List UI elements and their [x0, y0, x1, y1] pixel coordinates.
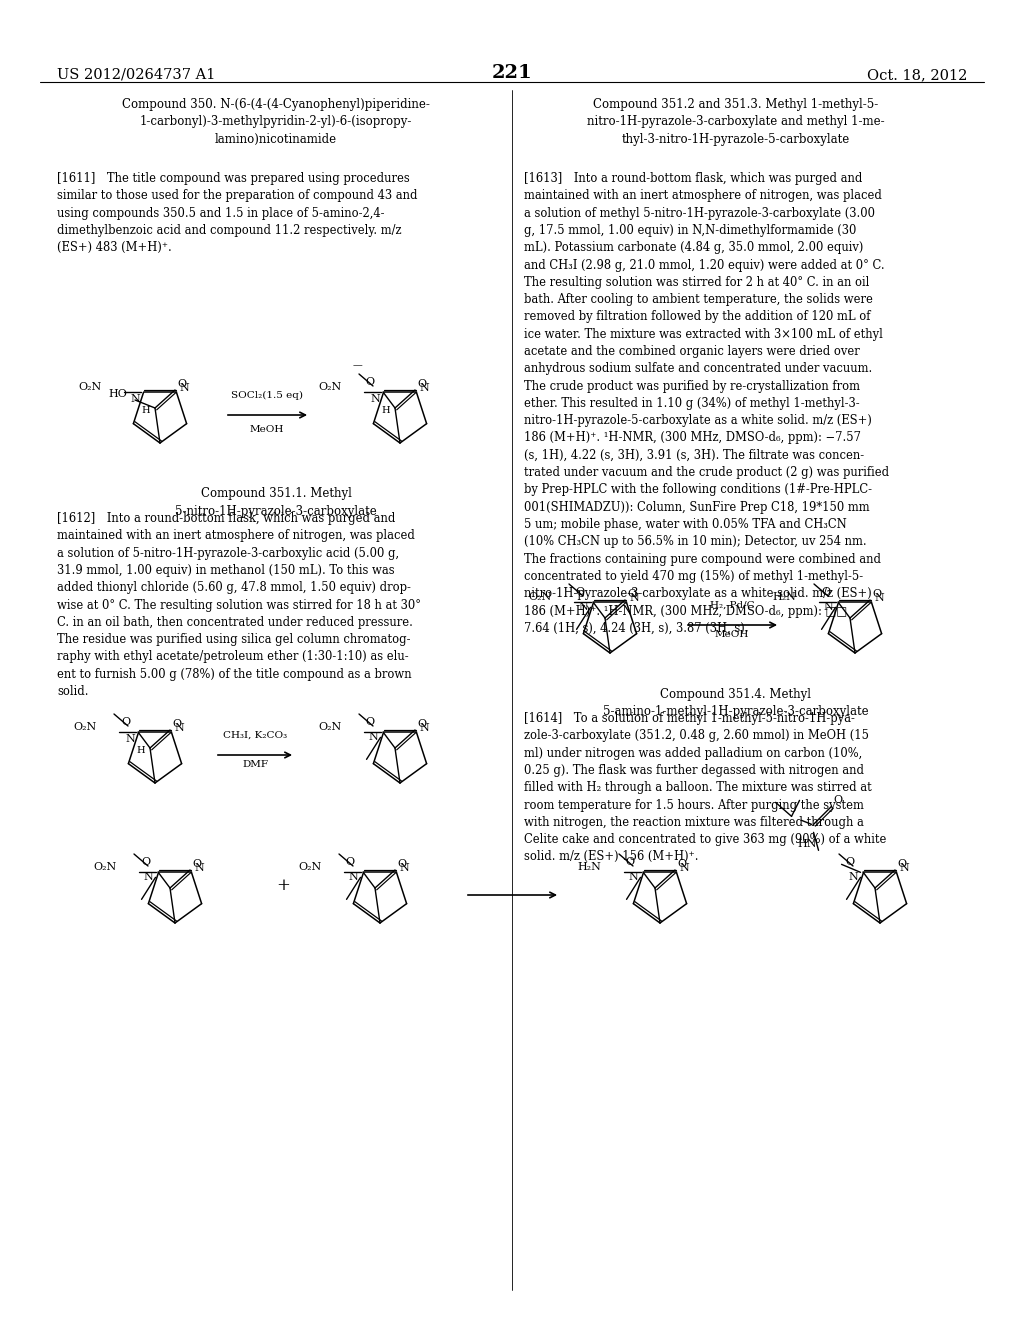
Text: MeOH: MeOH	[715, 630, 750, 639]
Text: O: O	[366, 378, 375, 387]
Text: H₂N: H₂N	[773, 593, 797, 602]
Text: SOCl₂(1.5 eq): SOCl₂(1.5 eq)	[231, 391, 303, 400]
Text: O: O	[346, 857, 355, 867]
Text: O₂N: O₂N	[93, 862, 117, 873]
Text: [1611] The title compound was prepared using procedures
similar to those used fo: [1611] The title compound was prepared u…	[57, 172, 418, 255]
Text: O₂N: O₂N	[318, 722, 342, 733]
Text: N: N	[131, 395, 140, 404]
Text: O: O	[872, 589, 881, 599]
Text: O₂N: O₂N	[298, 862, 322, 873]
Text: N: N	[420, 383, 429, 393]
Text: O: O	[193, 859, 201, 869]
Text: —: —	[352, 362, 361, 371]
Text: O: O	[677, 859, 686, 869]
Text: [1614] To a solution of methyl 1-methyl-5-nitro-1H-pya-
zole-3-carboxylate (351.: [1614] To a solution of methyl 1-methyl-…	[524, 711, 887, 863]
Text: N: N	[823, 602, 834, 612]
Text: N: N	[371, 395, 381, 404]
Text: O: O	[366, 717, 375, 727]
Text: HO: HO	[109, 389, 127, 399]
Text: O: O	[417, 719, 426, 729]
Text: N: N	[874, 594, 884, 603]
Text: N: N	[579, 602, 589, 612]
Text: HN: HN	[797, 840, 816, 849]
Text: N: N	[399, 863, 410, 874]
Text: O: O	[821, 587, 830, 597]
Text: +: +	[276, 876, 290, 894]
Text: DMF: DMF	[242, 760, 268, 770]
Text: N: N	[126, 734, 135, 744]
Text: US 2012/0264737 A1: US 2012/0264737 A1	[57, 69, 215, 82]
Text: MeOH: MeOH	[250, 425, 285, 434]
Text: O: O	[172, 719, 181, 729]
Text: O₂N: O₂N	[528, 593, 552, 602]
Text: H: H	[381, 407, 390, 416]
Text: O₂N: O₂N	[318, 383, 342, 392]
Text: O: O	[627, 589, 636, 599]
Text: N: N	[849, 873, 858, 882]
Text: H₂, Pd/C: H₂, Pd/C	[710, 601, 755, 610]
Text: Compound 351.1. Methyl
5-nitro-1H-pyrazole-3-carboxylate: Compound 351.1. Methyl 5-nitro-1H-pyrazo…	[175, 487, 377, 517]
Text: N: N	[899, 863, 909, 874]
Text: N: N	[680, 863, 689, 874]
Text: N: N	[629, 873, 639, 882]
Text: Compound 351.4. Methyl
5-amino-1-methyl-1H-pyrazole-3-carboxylate: Compound 351.4. Methyl 5-amino-1-methyl-…	[603, 688, 868, 718]
Text: O: O	[177, 379, 186, 389]
Text: N: N	[420, 723, 429, 734]
Text: N: N	[179, 383, 189, 393]
Text: Compound 350. N-(6-(4-(4-Cyanophenyl)piperidine-
1-carbonyl)-3-methylpyridin-2-y: Compound 350. N-(6-(4-(4-Cyanophenyl)pip…	[122, 98, 430, 147]
Text: O: O	[626, 857, 635, 867]
Text: O: O	[397, 859, 407, 869]
Text: 221: 221	[492, 63, 532, 82]
Text: O: O	[417, 379, 426, 389]
Text: N: N	[174, 723, 184, 734]
Text: Compound 351.2 and 351.3. Methyl 1-methyl-5-
nitro-1H-pyrazole-3-carboxylate and: Compound 351.2 and 351.3. Methyl 1-methy…	[587, 98, 885, 147]
Text: O: O	[834, 796, 843, 805]
Text: H: H	[141, 407, 150, 416]
Text: N: N	[349, 873, 358, 882]
Text: O₂N: O₂N	[74, 722, 96, 733]
Text: Oct. 18, 2012: Oct. 18, 2012	[866, 69, 967, 82]
Text: [1613] Into a round-bottom flask, which was purged and
maintained with an inert : [1613] Into a round-bottom flask, which …	[524, 172, 889, 635]
Text: [1612] Into a round-bottom flask, which was purged and
maintained with an inert : [1612] Into a round-bottom flask, which …	[57, 512, 421, 698]
Text: H₂N: H₂N	[578, 862, 601, 873]
Text: O₂N: O₂N	[78, 383, 101, 392]
Text: N: N	[369, 733, 379, 742]
Text: O: O	[141, 857, 150, 867]
Text: O: O	[575, 587, 585, 597]
Text: N: N	[143, 873, 154, 882]
Text: N: N	[195, 863, 204, 874]
Text: O: O	[897, 859, 906, 869]
Text: CH₃I, K₂CO₃: CH₃I, K₂CO₃	[223, 731, 287, 741]
Text: O: O	[846, 857, 855, 867]
Text: H: H	[136, 746, 144, 755]
Text: O: O	[121, 717, 130, 727]
Text: N: N	[630, 594, 639, 603]
